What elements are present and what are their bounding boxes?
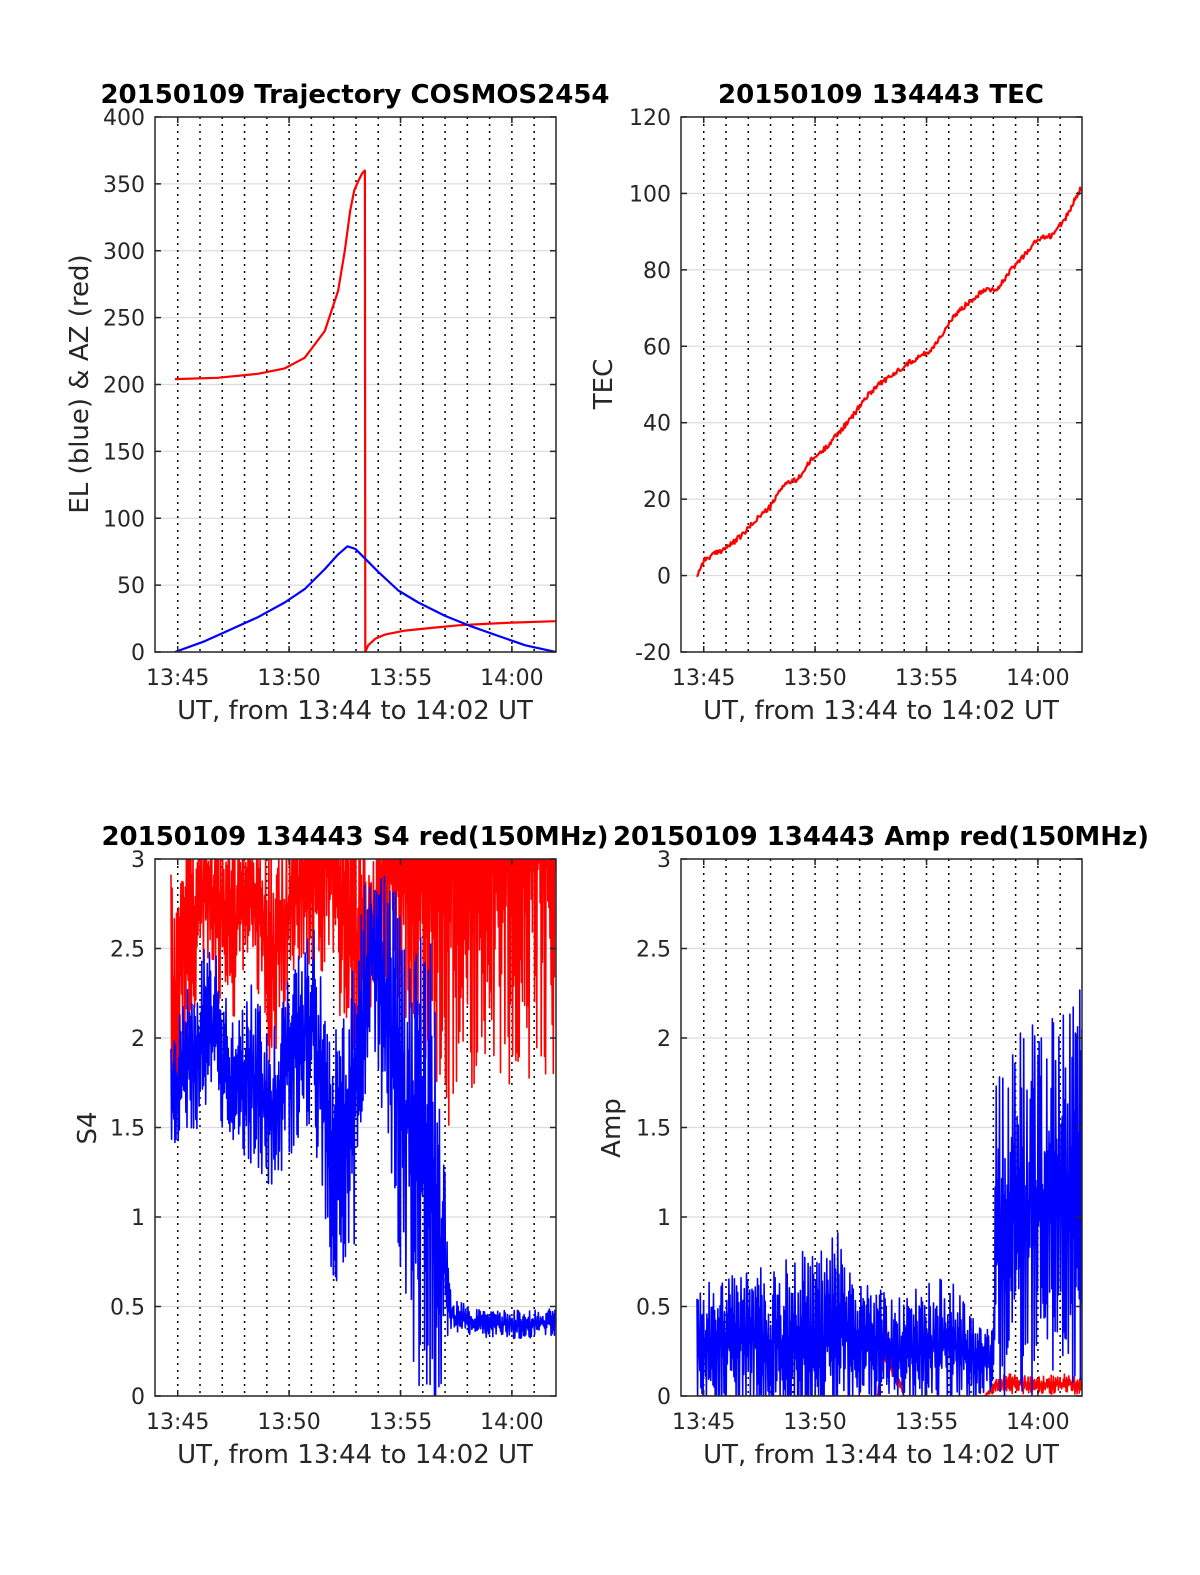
amp-ytick-label-1: 0.5 [636, 1296, 671, 1321]
tec-ytick-label-5: 80 [643, 259, 671, 284]
traj-xtick-label-0: 13:45 [146, 666, 209, 691]
amp-ytick-label-3: 1.5 [636, 1117, 671, 1142]
s4-ytick-label-0: 0 [131, 1385, 145, 1410]
tec-ylabel: TEC [589, 359, 619, 410]
amp-panel: 20150109 134443 Amp red(150MHz) UT, from… [597, 822, 1149, 1470]
amp-ytick-label-0: 0 [657, 1385, 671, 1410]
amp-xtick-label-3: 14:00 [1006, 1410, 1069, 1435]
traj-xtick-label-2: 13:55 [369, 666, 432, 691]
s4-ytick-label-5: 2.5 [110, 938, 145, 963]
amp-ylabel: Amp [597, 1098, 627, 1158]
tec-panel: 20150109 134443 TEC UT, from 13:44 to 14… [589, 80, 1083, 726]
tec-ytick-label-3: 40 [643, 412, 671, 437]
trajectory-ylabel: EL (blue) & AZ (red) [65, 254, 95, 513]
tec-xlabel: UT, from 13:44 to 14:02 UT [703, 696, 1059, 726]
tec-ytick-label-2: 20 [643, 488, 671, 513]
amp-title: 20150109 134443 Amp red(150MHz) [613, 822, 1149, 852]
traj-ytick-label-3: 150 [103, 440, 145, 465]
amp-xtick-label-2: 13:55 [895, 1410, 958, 1435]
traj-xtick-label-1: 13:50 [257, 666, 320, 691]
s4-title: 20150109 134443 S4 red(150MHz) [101, 822, 608, 852]
amp-ytick-label-6: 3 [657, 848, 671, 873]
traj-ytick-label-4: 200 [103, 374, 145, 399]
amp-xtick-label-0: 13:45 [672, 1410, 735, 1435]
traj-xtick-label-3: 14:00 [480, 666, 543, 691]
s4-xtick-label-0: 13:45 [146, 1410, 209, 1435]
traj-ytick-label-6: 300 [103, 240, 145, 265]
s4-ytick-label-6: 3 [131, 848, 145, 873]
amp-xtick-label-1: 13:50 [783, 1410, 846, 1435]
tec-xtick-label-2: 13:55 [895, 666, 958, 691]
traj-ytick-label-0: 0 [131, 641, 145, 666]
tec-xtick-label-3: 14:00 [1006, 666, 1069, 691]
traj-series-1-elevation [174, 545, 556, 652]
tec-ytick-label-4: 60 [643, 335, 671, 360]
s4-ytick-label-1: 0.5 [110, 1296, 145, 1321]
s4-xtick-label-3: 14:00 [480, 1410, 543, 1435]
tec-ytick-label-6: 100 [629, 182, 671, 207]
s4-series-1-noise [170, 875, 556, 1396]
tec-title: 20150109 134443 TEC [718, 80, 1044, 110]
s4-series-0-noise [170, 859, 556, 1126]
trajectory-title: 20150109 Trajectory COSMOS2454 [100, 80, 609, 110]
amp-xlabel: UT, from 13:44 to 14:02 UT [703, 1440, 1059, 1470]
tec-ytick-label-1: 0 [657, 565, 671, 590]
s4-ytick-label-2: 1 [131, 1206, 145, 1231]
s4-panel: 20150109 134443 S4 red(150MHz) UT, from … [73, 822, 609, 1470]
tec-axes-box [680, 116, 1083, 653]
traj-ytick-label-2: 100 [103, 507, 145, 532]
amp-ytick-label-5: 2.5 [636, 938, 671, 963]
s4-xlabel: UT, from 13:44 to 14:02 UT [177, 1440, 533, 1470]
amp-series-1-noise [696, 989, 1082, 1396]
traj-ytick-label-8: 400 [103, 106, 145, 131]
tec-xtick-label-1: 13:50 [783, 666, 846, 691]
s4-xtick-label-2: 13:55 [369, 1410, 432, 1435]
s4-xtick-label-1: 13:50 [257, 1410, 320, 1435]
trajectory-panel: 20150109 Trajectory COSMOS2454 UT, from … [65, 80, 610, 726]
tec-ytick-label-0: -20 [635, 641, 671, 666]
traj-ytick-label-7: 350 [103, 173, 145, 198]
traj-ytick-label-1: 50 [117, 574, 145, 599]
trajectory-xlabel: UT, from 13:44 to 14:02 UT [177, 696, 533, 726]
tec-xtick-label-0: 13:45 [672, 666, 735, 691]
s4-ytick-label-3: 1.5 [110, 1117, 145, 1142]
traj-series-0-azimuth [174, 169, 556, 652]
tec-series-0 [696, 186, 1082, 578]
amp-ytick-label-4: 2 [657, 1027, 671, 1052]
traj-ytick-label-5: 250 [103, 307, 145, 332]
s4-ytick-label-4: 2 [131, 1027, 145, 1052]
s4-ylabel: S4 [73, 1111, 103, 1144]
amp-ytick-label-2: 1 [657, 1206, 671, 1231]
tec-ytick-label-7: 120 [629, 106, 671, 131]
